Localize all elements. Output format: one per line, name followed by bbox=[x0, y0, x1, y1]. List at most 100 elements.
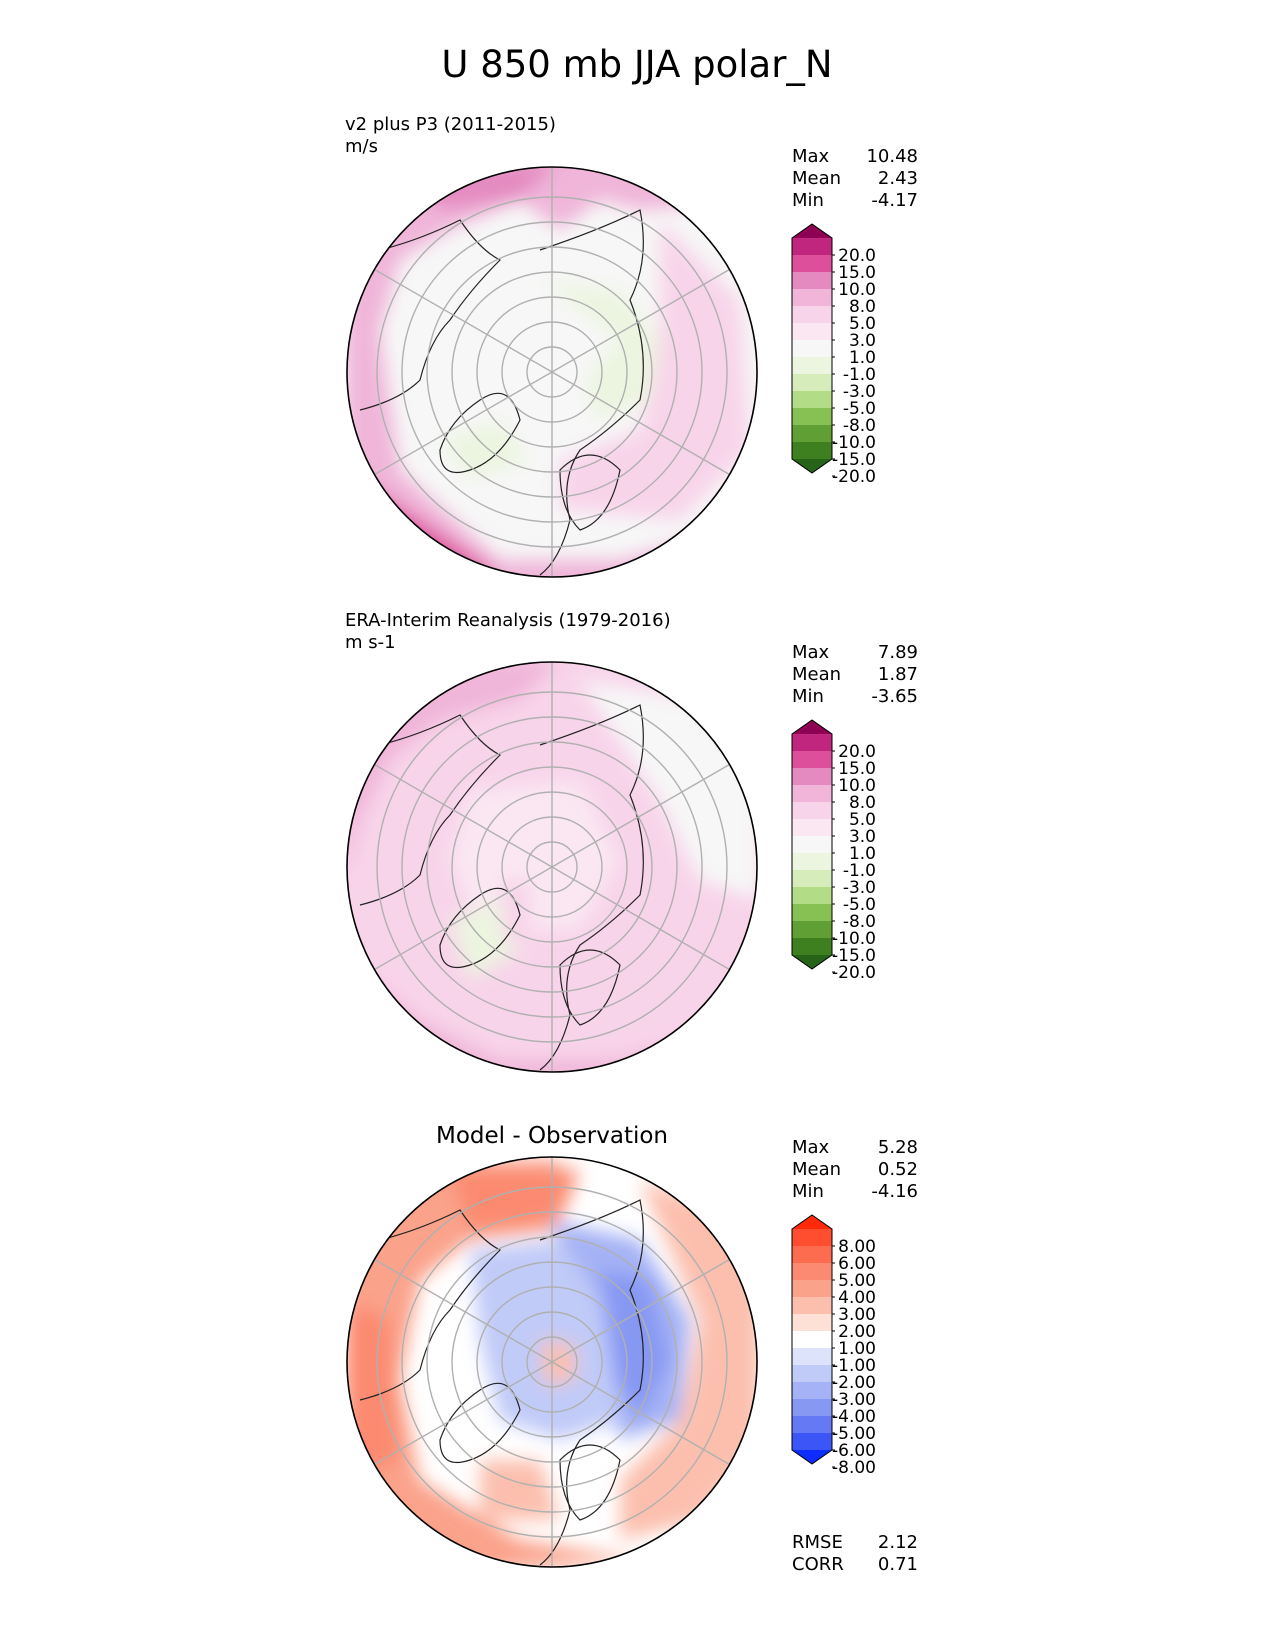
meridian bbox=[374, 1258, 730, 1466]
metric-value-corr: 0.71 bbox=[878, 1554, 918, 1575]
colorbar-segment bbox=[792, 340, 832, 358]
colorbar-tick-label: -1.0 bbox=[843, 861, 876, 881]
colorbar-segment bbox=[792, 938, 832, 956]
colorbar-segment bbox=[792, 887, 832, 905]
stat-value-max: 7.89 bbox=[878, 642, 918, 663]
colorbar-segment bbox=[792, 1433, 832, 1451]
colorbar-tick-label: -4.00 bbox=[832, 1407, 876, 1427]
panel-model-title: v2 plus P3 (2011-2015) bbox=[345, 114, 556, 135]
panel-observation-units: m s-1 bbox=[345, 632, 396, 653]
stat-label-mean: Mean bbox=[792, 168, 841, 189]
colorbar-tick-label: 3.0 bbox=[849, 827, 876, 847]
colorbar-tick-label: 3.00 bbox=[838, 1305, 876, 1325]
colorbar-tick-label: -2.00 bbox=[832, 1373, 876, 1393]
stat-label-max: Max bbox=[792, 642, 830, 663]
polar-map bbox=[346, 1156, 758, 1568]
colorbar-tick-label: 10.0 bbox=[838, 280, 876, 300]
colorbar-segment bbox=[792, 323, 832, 341]
coast-eurasia bbox=[539, 1199, 644, 1566]
colorbar-tick-label: -3.00 bbox=[832, 1390, 876, 1410]
colorbar-tick-label: -3.0 bbox=[843, 382, 876, 402]
colorbar-tick-label: -20.0 bbox=[832, 467, 876, 487]
colorbar-tick-label: 20.0 bbox=[838, 246, 876, 266]
colorbar-segment bbox=[792, 1229, 832, 1247]
colorbar-tick-label: -20.0 bbox=[832, 963, 876, 983]
colorbar-tick-label: 6.00 bbox=[838, 1254, 876, 1274]
colorbar-tick-label: -10.0 bbox=[832, 929, 876, 949]
colorbar-extend-max bbox=[792, 224, 832, 238]
colorbar-segment bbox=[792, 289, 832, 307]
meridian bbox=[374, 268, 730, 476]
region-north-pole-positive bbox=[540, 1340, 575, 1385]
colorbar-segment bbox=[792, 819, 832, 837]
metric-label-rmse: RMSE bbox=[792, 1532, 843, 1553]
colorbar-tick-label: 15.0 bbox=[838, 759, 876, 779]
colorbar-segment bbox=[792, 1263, 832, 1281]
colorbar-tick-label: 1.0 bbox=[849, 844, 876, 864]
region-greenland-easterlies bbox=[440, 420, 530, 480]
colorbar-segment bbox=[792, 1297, 832, 1315]
colorbar-tick-label: -3.0 bbox=[843, 878, 876, 898]
colorbar-tick-label: 1.00 bbox=[838, 1339, 876, 1359]
colorbar-segment bbox=[792, 1365, 832, 1383]
colorbar-tick-label: 20.0 bbox=[838, 742, 876, 762]
colorbar: 8.006.005.004.003.002.001.00-1.00-2.00-3… bbox=[791, 1214, 876, 1478]
colorbar-tick-label: -8.0 bbox=[843, 416, 876, 436]
stat-label-max: Max bbox=[792, 1137, 830, 1158]
coast-scandinavia bbox=[559, 454, 621, 531]
region-eurasian-arctic-easterlies bbox=[540, 280, 660, 420]
colorbar-tick-label: -15.0 bbox=[832, 946, 876, 966]
colorbar-tick-label: 3.0 bbox=[849, 331, 876, 351]
metric-value-rmse: 2.12 bbox=[878, 1532, 918, 1553]
colorbar-tick-label: -6.00 bbox=[832, 1441, 876, 1461]
colorbar-segment bbox=[792, 238, 832, 256]
graticule bbox=[374, 1157, 730, 1567]
colorbar-segment bbox=[792, 1246, 832, 1264]
coast-eurasia bbox=[539, 209, 644, 576]
region-greenland-interior bbox=[500, 880, 530, 945]
stats-block: Max 10.48 Mean 2.43 Min -4.17 bbox=[792, 146, 918, 211]
coast-scandinavia bbox=[559, 1444, 621, 1521]
colorbar-tick-label: 10.0 bbox=[838, 776, 876, 796]
colorbar-tick-label: 8.00 bbox=[838, 1237, 876, 1257]
stat-label-min: Min bbox=[792, 686, 824, 707]
colorbar-segment bbox=[792, 272, 832, 290]
region-atlantic-europe-positive bbox=[620, 1180, 757, 1540]
stat-value-min: -4.17 bbox=[871, 190, 918, 211]
panel-difference: Model - Observation bbox=[346, 1123, 918, 1575]
colorbar-segment bbox=[792, 802, 832, 820]
colorbar-segment bbox=[792, 836, 832, 854]
stat-label-min: Min bbox=[792, 1181, 824, 1202]
stat-label-min: Min bbox=[792, 190, 824, 211]
colorbar-tick-label: -5.0 bbox=[843, 399, 876, 419]
stat-value-mean: 0.52 bbox=[878, 1159, 918, 1180]
colorbar-segment bbox=[792, 853, 832, 871]
polar-map bbox=[346, 661, 758, 1073]
colorbar-segment bbox=[792, 904, 832, 922]
colorbar-tick-label: 2.00 bbox=[838, 1322, 876, 1342]
colorbar-extend-min bbox=[792, 955, 832, 969]
colorbar-tick-label: 5.0 bbox=[849, 314, 876, 334]
colorbar-segment bbox=[792, 306, 832, 324]
colorbar-tick-label: -5.00 bbox=[832, 1424, 876, 1444]
metrics-block: RMSE 2.12 CORR 0.71 bbox=[792, 1532, 918, 1575]
colorbar-segment bbox=[792, 442, 832, 460]
colorbar-tick-label: 15.0 bbox=[838, 263, 876, 283]
colorbar-tick-label: 5.0 bbox=[849, 810, 876, 830]
coast-eurasia bbox=[539, 704, 644, 1071]
colorbar-segment bbox=[792, 751, 832, 769]
colorbar-segment bbox=[792, 374, 832, 392]
colorbar-tick-label: 1.0 bbox=[849, 348, 876, 368]
colorbar-segment bbox=[792, 768, 832, 786]
colorbar-tick-label: -1.0 bbox=[843, 365, 876, 385]
colorbar-segment bbox=[792, 425, 832, 443]
colorbar-extend-min bbox=[792, 1450, 832, 1464]
panel-observation: ERA-Interim Reanalysis (1979-2016) m s-1 bbox=[345, 610, 918, 1073]
region-central-arctic bbox=[450, 780, 620, 930]
stat-value-max: 10.48 bbox=[866, 146, 918, 167]
colorbar: 20.015.010.08.05.03.01.0-1.0-3.0-5.0-8.0… bbox=[791, 719, 876, 983]
colorbar-tick-label: 8.0 bbox=[849, 297, 876, 317]
colorbar-tick-label: -15.0 bbox=[832, 450, 876, 470]
colorbar-tick-label: -8.0 bbox=[843, 912, 876, 932]
